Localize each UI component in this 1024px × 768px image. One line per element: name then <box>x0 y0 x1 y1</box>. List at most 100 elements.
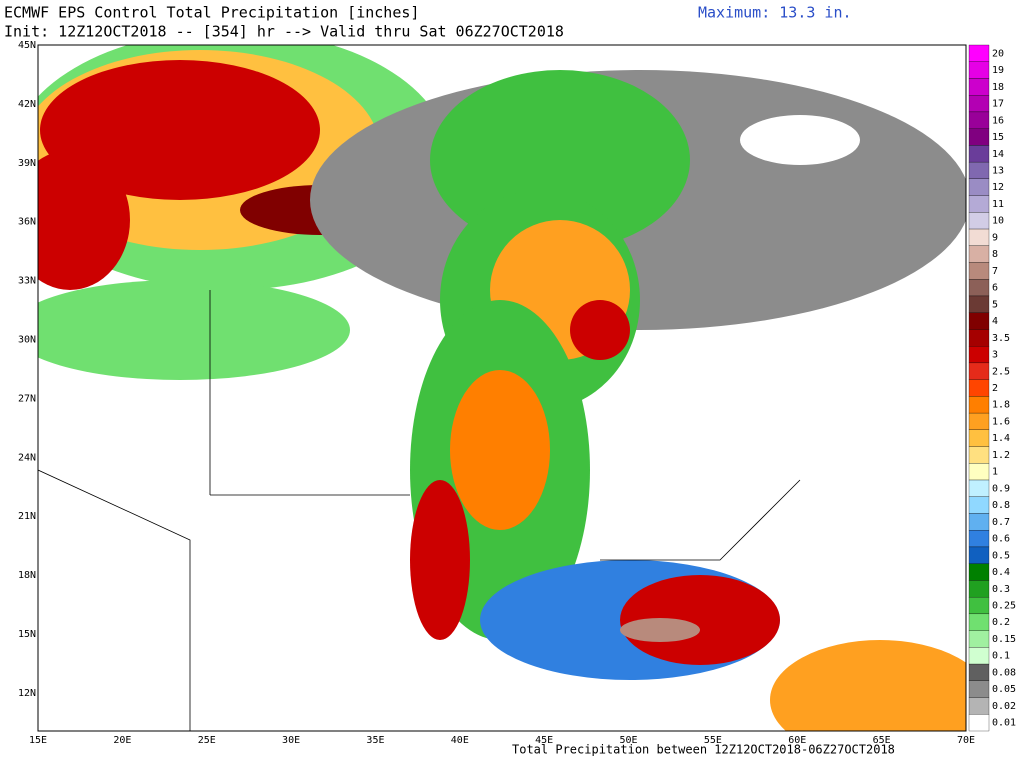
field <box>450 370 550 530</box>
init-line: Init: 12Z12OCT2018 -- [354] hr --> Valid… <box>4 23 564 41</box>
lon-label: 50E <box>620 735 638 746</box>
colorbar-label: 15 <box>992 132 1004 143</box>
footer: Total Precipitation between 12Z12OCT2018… <box>512 743 895 757</box>
lon-label: 15E <box>29 735 47 746</box>
colorbar-swatch <box>968 161 990 180</box>
border <box>38 290 801 731</box>
colorbar-swatch <box>968 596 990 615</box>
lat-label: 21N <box>18 511 36 522</box>
colorbar-swatch <box>968 212 990 230</box>
colorbar-label: 0.01 <box>992 718 1016 729</box>
colorbar-label: 0.5 <box>992 550 1010 561</box>
lon-label: 30E <box>282 735 300 746</box>
lat-label: 36N <box>18 217 36 228</box>
lat-label: 39N <box>18 158 36 169</box>
colorbar-swatch <box>968 630 990 648</box>
colorbar-swatch <box>968 463 990 481</box>
colorbar-label: 20 <box>992 48 1004 59</box>
precip-field <box>38 45 966 731</box>
lat-label: 27N <box>18 393 36 404</box>
colorbar-swatch <box>968 563 990 581</box>
colorbar-swatch <box>968 128 990 146</box>
colorbar-swatch <box>968 479 990 497</box>
colorbar-label: 0.3 <box>992 584 1010 595</box>
colorbar-swatch <box>968 580 990 598</box>
field <box>38 150 130 290</box>
colorbar-label: 11 <box>992 199 1004 210</box>
colorbar-label: 1.8 <box>992 400 1010 411</box>
field <box>570 300 630 360</box>
colorbar-swatch <box>968 145 990 163</box>
lon-label: 20E <box>113 735 131 746</box>
colorbar-label: 14 <box>992 149 1004 160</box>
colorbar-label: 0.9 <box>992 483 1010 494</box>
colorbar-label: 18 <box>992 82 1004 93</box>
colorbar-label: 1.6 <box>992 416 1010 427</box>
colorbar-swatch <box>968 245 990 263</box>
colorbar-label: 12 <box>992 182 1004 193</box>
lon-label: 60E <box>788 735 806 746</box>
lon-label: 70E <box>957 735 975 746</box>
colorbar-label: 0.8 <box>992 500 1010 511</box>
colorbar-swatch <box>968 546 990 564</box>
field <box>38 280 350 380</box>
colorbar-swatch <box>968 195 990 213</box>
colorbar-label: 0.4 <box>992 567 1010 578</box>
colorbar-swatch <box>968 95 990 113</box>
field <box>620 618 700 642</box>
map-frame <box>37 44 967 732</box>
colorbar-swatch <box>968 396 990 414</box>
colorbar-swatch <box>968 44 990 62</box>
colorbar-label: 0.6 <box>992 534 1010 545</box>
colorbar-label: 0.15 <box>992 634 1016 645</box>
lat-label: 30N <box>18 335 36 346</box>
colorbar-swatch <box>968 362 990 380</box>
colorbar-label: 10 <box>992 216 1004 227</box>
colorbar-swatch <box>968 663 990 681</box>
colorbar-swatch <box>968 613 990 631</box>
lat-label: 24N <box>18 452 36 463</box>
colorbar-label: 1.2 <box>992 450 1010 461</box>
colorbar-swatch <box>968 496 990 514</box>
colorbar-swatch <box>968 329 990 347</box>
colorbar-swatch <box>968 346 990 364</box>
colorbar-label: 8 <box>992 249 998 260</box>
colorbar-label: 1 <box>992 467 998 478</box>
colorbar-label: 13 <box>992 165 1004 176</box>
colorbar-label: 6 <box>992 283 998 294</box>
colorbar-label: 0.25 <box>992 601 1016 612</box>
colorbar-swatch <box>968 178 990 196</box>
lat-label: 33N <box>18 276 36 287</box>
colorbar-swatch <box>968 312 990 330</box>
lat-label: 12N <box>18 688 36 699</box>
maximum: Maximum: 13.3 in. <box>698 4 852 22</box>
colorbar-swatch <box>968 279 990 297</box>
colorbar-label: 0.1 <box>992 651 1010 662</box>
colorbar-label: 0.7 <box>992 517 1010 528</box>
colorbar-label: 7 <box>992 266 998 277</box>
colorbar-label: 2 <box>992 383 998 394</box>
colorbar-swatch <box>968 379 990 397</box>
colorbar-swatch <box>968 530 990 548</box>
colorbar-label: 0.2 <box>992 617 1010 628</box>
colorbar-label: 0.02 <box>992 701 1016 712</box>
colorbar-swatch <box>968 429 990 447</box>
lon-label: 25E <box>198 735 216 746</box>
colorbar-label: 0.08 <box>992 667 1016 678</box>
lon-label: 40E <box>451 735 469 746</box>
colorbar-swatch <box>968 228 990 246</box>
colorbar-label: 4 <box>992 316 998 327</box>
colorbar-label: 16 <box>992 115 1004 126</box>
colorbar-swatch <box>968 680 990 698</box>
colorbar-swatch <box>968 295 990 313</box>
colorbar-swatch <box>968 412 990 430</box>
field <box>410 480 470 640</box>
colorbar-swatch <box>968 647 990 665</box>
colorbar-swatch <box>968 78 990 96</box>
lon-label: 35E <box>366 735 384 746</box>
colorbar-label: 19 <box>992 65 1004 76</box>
colorbar-label: 0.05 <box>992 684 1016 695</box>
lon-label: 55E <box>704 735 722 746</box>
colorbar-label: 3.5 <box>992 333 1010 344</box>
